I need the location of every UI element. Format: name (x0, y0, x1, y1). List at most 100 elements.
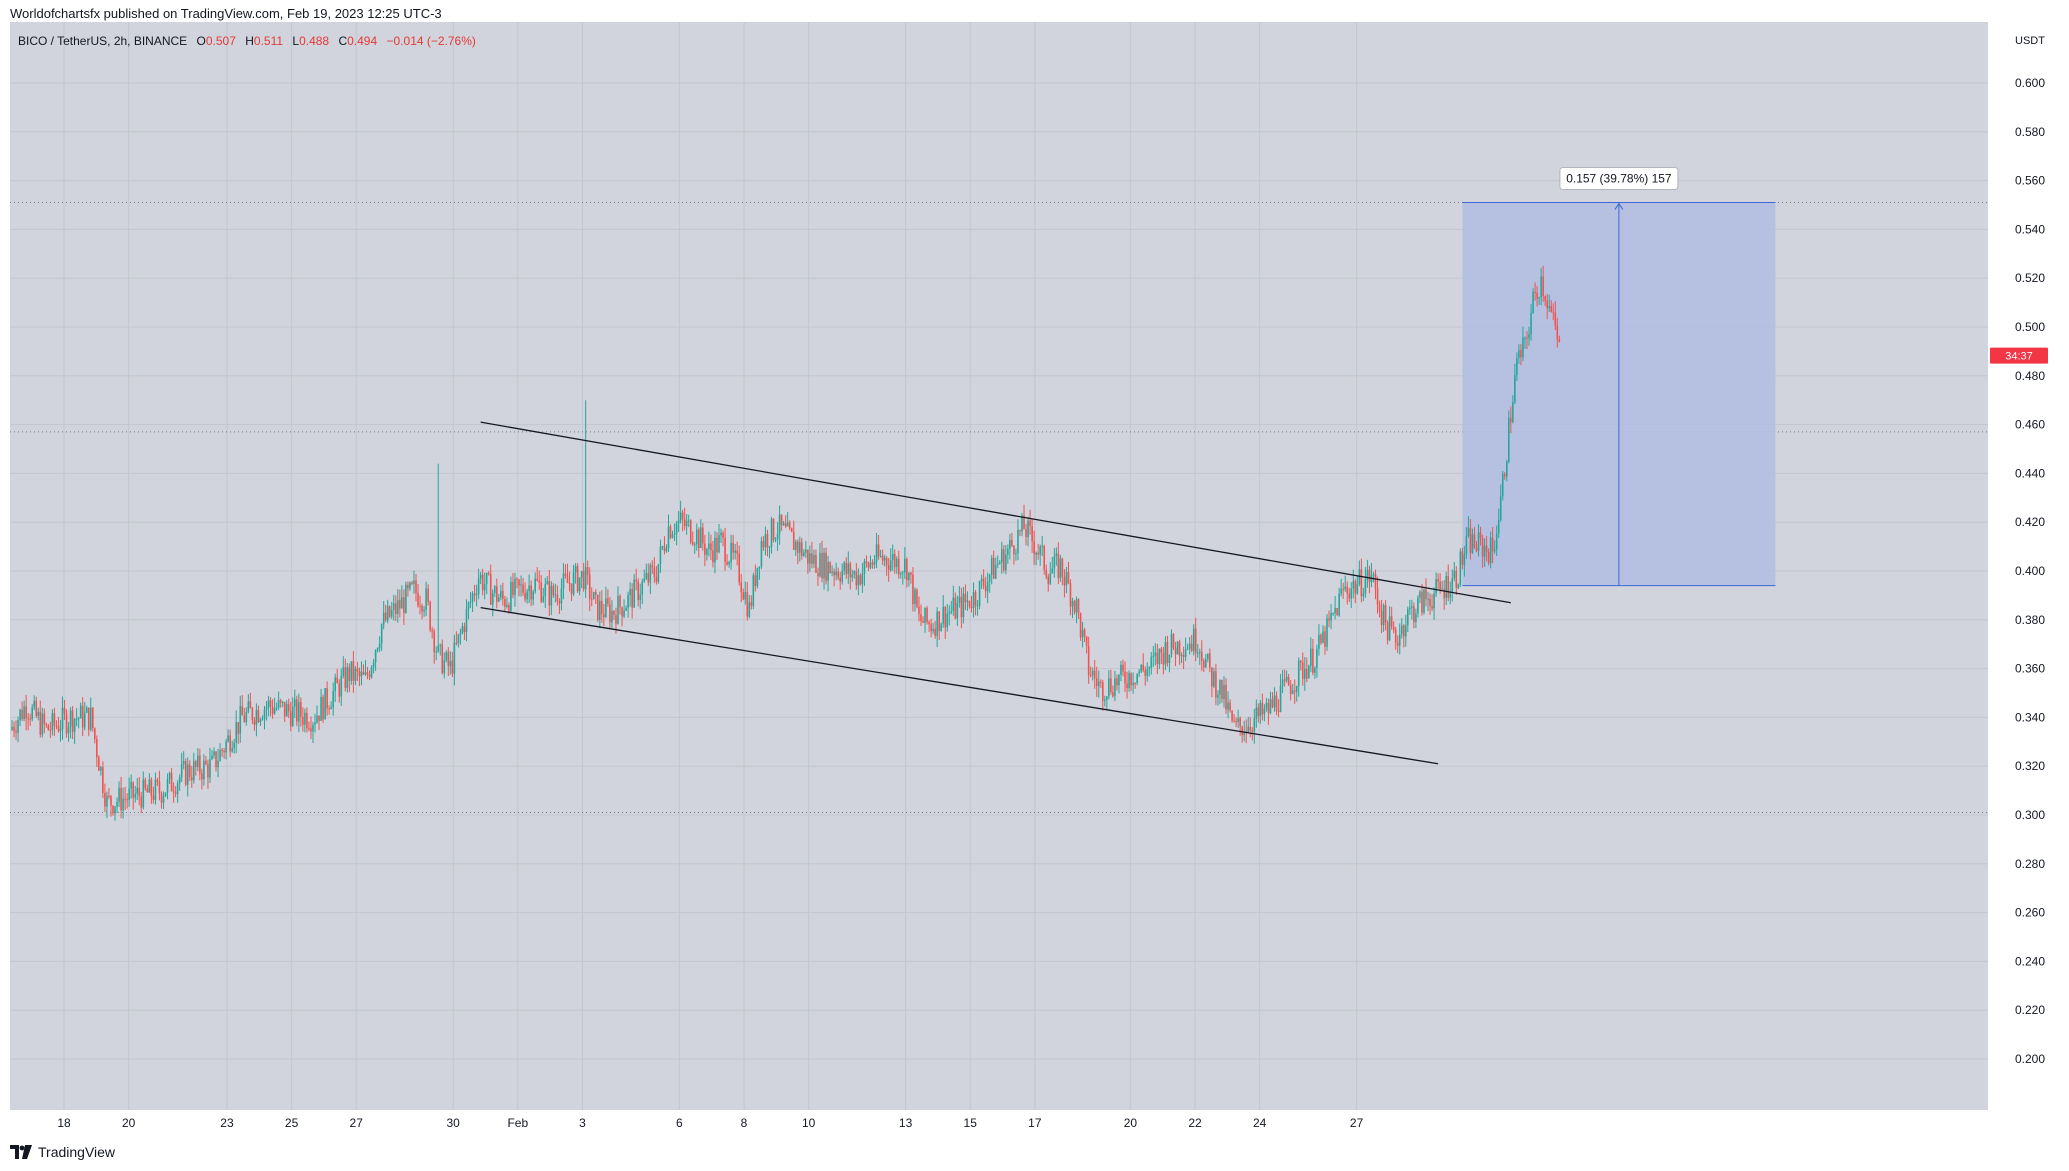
candle-body (994, 565, 997, 579)
candle-body (368, 674, 371, 678)
long-position-tool[interactable]: 0.157 (39.78%) 157 (1462, 167, 1776, 587)
candle-body (1423, 589, 1425, 613)
candle-body (219, 749, 221, 761)
candle-body (594, 592, 597, 595)
open-value: 0.507 (205, 34, 236, 48)
candle-body (233, 742, 235, 749)
candle-body (79, 705, 82, 719)
candle-body (809, 553, 811, 564)
candle-body (417, 592, 419, 606)
candle-body (1425, 589, 1427, 600)
candle-body (1259, 703, 1262, 717)
candle-body (152, 795, 155, 800)
candle-body (397, 600, 399, 614)
candle-body (746, 592, 749, 617)
symbol-name[interactable]: BICO / TetherUS, 2h, BINANCE (18, 34, 188, 48)
tradingview-footer[interactable]: TradingView (10, 1144, 115, 1160)
candle-body (1039, 546, 1041, 555)
candle-body (1447, 575, 1450, 598)
candle-body (1081, 629, 1084, 638)
candle-body (425, 588, 427, 610)
candle-body (1473, 534, 1476, 548)
candle-body (108, 795, 110, 797)
current-price-label (1990, 347, 2048, 364)
candle-body (328, 708, 330, 710)
candle-body (1324, 631, 1326, 647)
trendlines[interactable] (480, 421, 1511, 765)
candle-body (1063, 576, 1066, 586)
candle-body (316, 715, 318, 723)
candle-body (1435, 579, 1437, 594)
candle-body (877, 544, 880, 557)
candle-body (116, 801, 118, 807)
candle-body (87, 707, 90, 730)
candle-body (1312, 648, 1314, 673)
x-tick-label: 20 (1124, 1116, 1138, 1130)
candle-body (1497, 519, 1500, 534)
candle-body (875, 544, 878, 562)
candle-body (435, 651, 437, 653)
candle-body (415, 580, 417, 593)
candle-body (748, 602, 751, 617)
candle-body (53, 713, 56, 726)
position-label-box (1559, 167, 1679, 191)
candle-body (1158, 648, 1161, 665)
candle-body (221, 749, 223, 752)
candle-body (247, 701, 250, 712)
candle-body (986, 581, 989, 592)
candle-body (1071, 600, 1074, 607)
candle-body (932, 628, 934, 632)
candle-body (900, 573, 902, 575)
candle-body (540, 582, 543, 602)
candle-body (1362, 593, 1365, 597)
candle-body (227, 735, 229, 742)
candle-body (346, 667, 349, 688)
x-tick-label: 24 (1253, 1116, 1267, 1130)
y-tick-label: 0.540 (2015, 222, 2045, 236)
candle-body (1057, 553, 1060, 578)
candle-body (811, 553, 813, 564)
low-label: L (292, 34, 300, 48)
candle-body (920, 614, 922, 621)
candle-body (841, 570, 844, 582)
candle-body (580, 571, 583, 578)
candle-body (1102, 682, 1104, 701)
candle-body (784, 523, 787, 527)
candle-body (912, 574, 914, 605)
candle-body (1556, 325, 1559, 339)
candle-body (1443, 588, 1445, 599)
candle-body (1516, 357, 1518, 376)
candle-body (742, 592, 745, 600)
candle-body (1360, 569, 1363, 597)
candle-body (772, 518, 775, 540)
candle-body (550, 585, 553, 606)
candle-body (92, 707, 94, 729)
candle-body (1429, 598, 1431, 607)
candle-body (556, 594, 559, 602)
candle-body (407, 584, 409, 589)
candle-body (835, 571, 837, 576)
candle-body (627, 595, 629, 608)
candle-body (924, 607, 926, 623)
candle-body (1144, 670, 1147, 676)
candle-body (1249, 726, 1252, 731)
candle-body (1352, 581, 1355, 589)
candle-body (536, 578, 538, 581)
candle-body (1233, 720, 1235, 722)
candle-body (968, 600, 971, 607)
candle-body (859, 575, 862, 585)
candle-body (1332, 612, 1334, 614)
candle-body (146, 788, 149, 793)
candle-body (1023, 515, 1025, 530)
channel-trendline (480, 606, 1439, 765)
price-scale-panel[interactable] (1988, 22, 2069, 1135)
time-scale-panel[interactable] (10, 1110, 1988, 1135)
candle-body (1053, 556, 1056, 569)
candle-body (708, 543, 710, 550)
x-tick-label: 22 (1188, 1116, 1202, 1130)
candle-body (904, 559, 906, 573)
candle-body (758, 566, 761, 568)
candle-body (489, 574, 492, 605)
candle-body (1059, 558, 1062, 578)
